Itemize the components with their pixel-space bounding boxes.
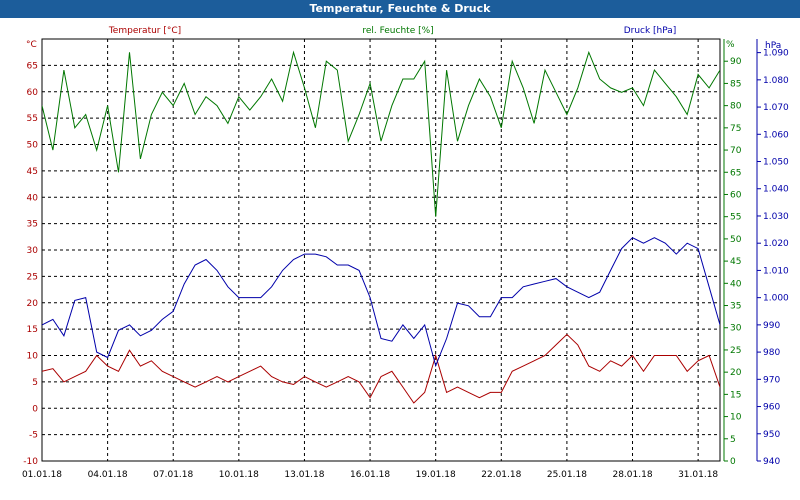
humidity-tick-label: 35 [730,302,741,312]
temp-tick-label: 20 [27,299,39,309]
temp-axis-unit: °C [26,40,37,50]
pressure-tick-label: 990 [763,321,780,331]
pressure-tick-label: 1.060 [763,130,789,140]
pressure-tick-label: 1.040 [763,185,789,195]
pressure-series-line [42,237,720,368]
humidity-tick-label: 40 [730,279,742,289]
humidity-tick-label: 55 [730,213,741,223]
x-tick-label: 04.01.18 [88,470,128,480]
pressure-tick-label: 950 [763,430,780,440]
x-tick-label: 07.01.18 [153,470,193,480]
humidity-tick-label: 10 [730,413,742,423]
temp-tick-label: 65 [27,61,38,71]
temp-tick-label: 5 [32,378,38,388]
pressure-tick-label: 1.020 [763,239,789,249]
humidity-tick-label: 15 [730,390,741,400]
temp-tick-label: -5 [29,431,38,441]
pressure-tick-label: 960 [763,403,780,413]
humidity-tick-label: 5 [730,435,736,445]
x-tick-label: 22.01.18 [481,470,521,480]
temp-tick-label: 60 [27,88,39,98]
pressure-tick-label: 1.090 [763,49,789,59]
temp-tick-label: 45 [27,167,38,177]
pressure-tick-label: 1.080 [763,76,789,86]
humidity-tick-label: 90 [730,57,742,67]
pressure-tick-label: 1.000 [763,294,789,304]
humidity-axis-unit: % [726,40,735,50]
x-tick-label: 16.01.18 [350,470,390,480]
legend-humidity: rel. Feuchte [%] [362,26,433,36]
humidity-tick-label: 85 [730,79,741,89]
humidity-tick-label: 20 [730,368,742,378]
chart-title: Temperatur, Feuchte & Druck [0,0,800,18]
x-tick-label: 13.01.18 [284,470,324,480]
x-tick-label: 01.01.18 [22,470,62,480]
legend-pressure: Druck [hPa] [624,26,677,36]
humidity-tick-label: 60 [730,190,742,200]
humidity-series-line [42,50,720,217]
temp-tick-label: -10 [23,457,38,467]
humidity-tick-label: 80 [730,102,742,112]
x-tick-label: 28.01.18 [612,470,652,480]
pressure-tick-label: 1.010 [763,266,789,276]
temp-tick-label: 40 [27,193,39,203]
temp-tick-label: 25 [27,272,38,282]
humidity-tick-label: 25 [730,346,741,356]
humidity-tick-label: 0 [730,457,736,467]
pressure-tick-label: 980 [763,348,780,358]
temp-tick-label: 50 [27,141,39,151]
humidity-tick-label: 65 [730,168,741,178]
x-tick-label: 19.01.18 [416,470,456,480]
pressure-tick-label: 1.050 [763,158,789,168]
pressure-tick-label: 1.030 [763,212,789,222]
humidity-tick-label: 30 [730,324,742,334]
temp-tick-label: 55 [27,114,38,124]
pressure-tick-label: 940 [763,457,780,467]
humidity-tick-label: 45 [730,257,741,267]
humidity-tick-label: 50 [730,235,742,245]
temp-tick-label: 0 [32,404,38,414]
humidity-tick-label: 75 [730,124,741,134]
chart-canvas: -10-505101520253035404550556065°C01.01.1… [22,26,789,480]
temp-tick-label: 30 [27,246,39,256]
pressure-axis-unit: hPa [765,41,781,51]
x-tick-label: 10.01.18 [219,470,259,480]
humidity-tick-label: 70 [730,146,742,156]
temp-tick-label: 35 [27,220,38,230]
pressure-tick-label: 970 [763,375,780,385]
temp-tick-label: 15 [27,325,38,335]
temp-tick-label: 10 [27,352,39,362]
x-tick-label: 25.01.18 [547,470,587,480]
temperature-series-line [42,333,720,404]
pressure-tick-label: 1.070 [763,103,789,113]
legend-temperature: Temperatur [°C] [108,26,181,36]
x-tick-label: 31.01.18 [678,470,718,480]
